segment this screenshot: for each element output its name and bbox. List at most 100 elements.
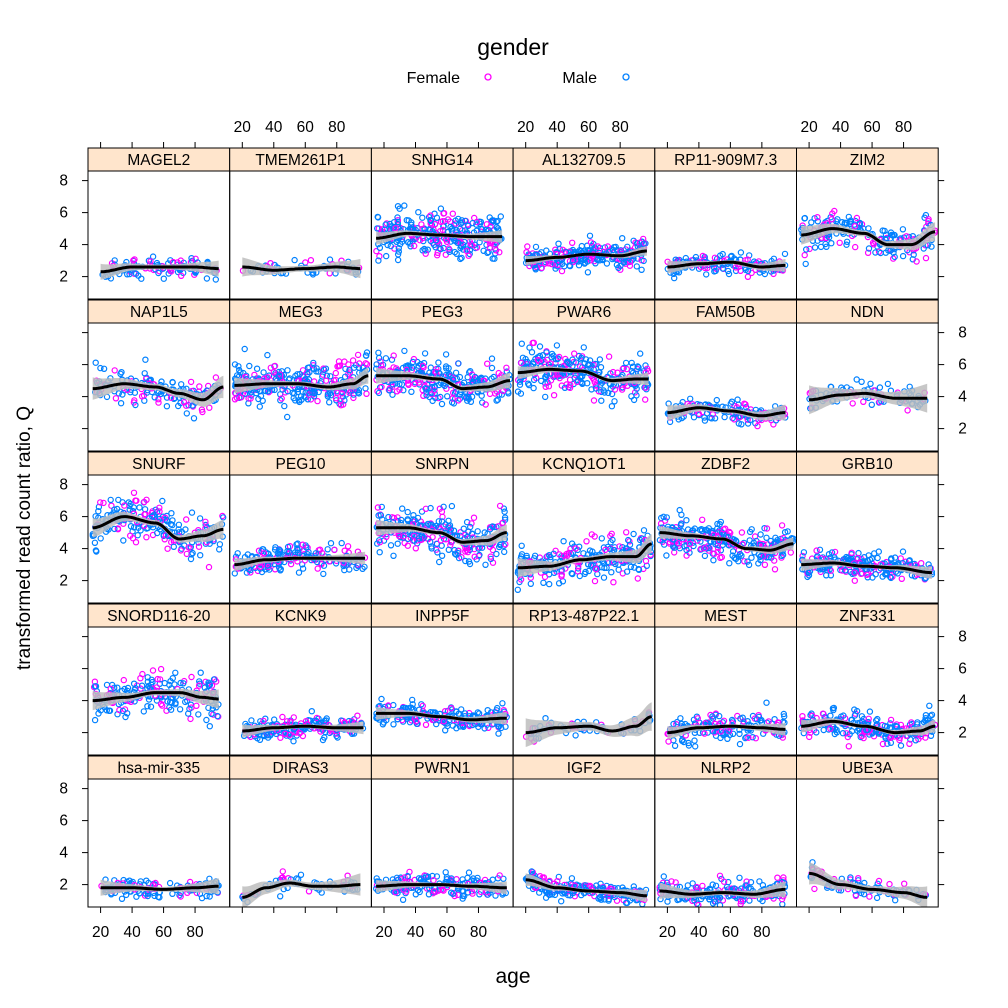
point [517,390,525,397]
point [538,377,545,385]
point [829,210,836,217]
point [457,255,464,263]
point [394,540,401,547]
point [462,557,469,565]
point [804,573,811,581]
point [465,222,472,230]
point [140,708,147,715]
point [487,555,495,563]
point [586,232,594,239]
point [744,273,752,280]
strip-label: ZNF331 [839,608,895,625]
point [247,569,254,576]
point [553,342,561,349]
point [735,558,742,565]
point [291,256,298,264]
point [463,247,470,255]
point [383,220,390,227]
point [683,542,690,549]
point [216,541,224,548]
point [117,370,124,377]
point [439,217,446,225]
point [92,547,100,554]
point [321,366,328,373]
point [306,369,313,376]
point [180,399,188,406]
point [780,710,788,718]
point [711,550,718,558]
point [623,365,631,373]
point [417,536,424,544]
point [312,550,319,557]
point [437,205,445,212]
point [144,703,151,710]
point [884,380,892,388]
point [738,529,746,536]
point [738,552,745,559]
point [851,222,859,230]
point [133,497,140,504]
point [390,701,397,709]
point [473,218,480,226]
point [130,489,138,496]
point [556,551,563,558]
point [571,374,578,381]
point [527,580,535,588]
fit-line [667,260,786,269]
point [322,377,330,384]
point [848,549,855,557]
point [450,389,457,396]
point [736,550,744,558]
point [602,546,609,554]
point [729,548,737,555]
point [581,256,588,263]
point [883,558,890,566]
legend-title: gender [477,34,549,60]
point [284,543,292,551]
point [574,568,582,575]
point [445,546,452,554]
point [259,546,266,553]
point [755,560,762,567]
point [182,516,190,523]
point [197,669,204,676]
fit-line [376,711,507,722]
point [286,731,293,739]
point [398,516,405,524]
point [872,571,879,578]
point [189,549,196,557]
point [584,362,592,369]
point [91,716,99,724]
point [431,220,439,228]
point [212,374,220,381]
strip-label: FAM50B [696,304,755,321]
point [145,682,152,690]
point [754,422,761,430]
point [298,396,305,404]
point [206,681,214,689]
point [542,373,549,380]
point [264,351,271,359]
strip-label: GRB10 [842,456,893,473]
point [627,563,635,571]
legend-key-female [484,73,492,81]
point [580,550,587,557]
point [428,543,435,550]
fit-line [92,515,224,541]
point [723,730,730,737]
point [637,350,644,357]
point [492,390,499,397]
point [580,344,588,351]
point [96,499,104,506]
point [433,368,440,376]
point [640,257,647,265]
point [452,369,460,376]
point [701,552,709,560]
point [590,397,598,404]
point [717,728,724,735]
point [299,732,307,740]
point [396,386,403,393]
point [478,392,485,399]
point [761,270,769,278]
point [478,376,485,383]
